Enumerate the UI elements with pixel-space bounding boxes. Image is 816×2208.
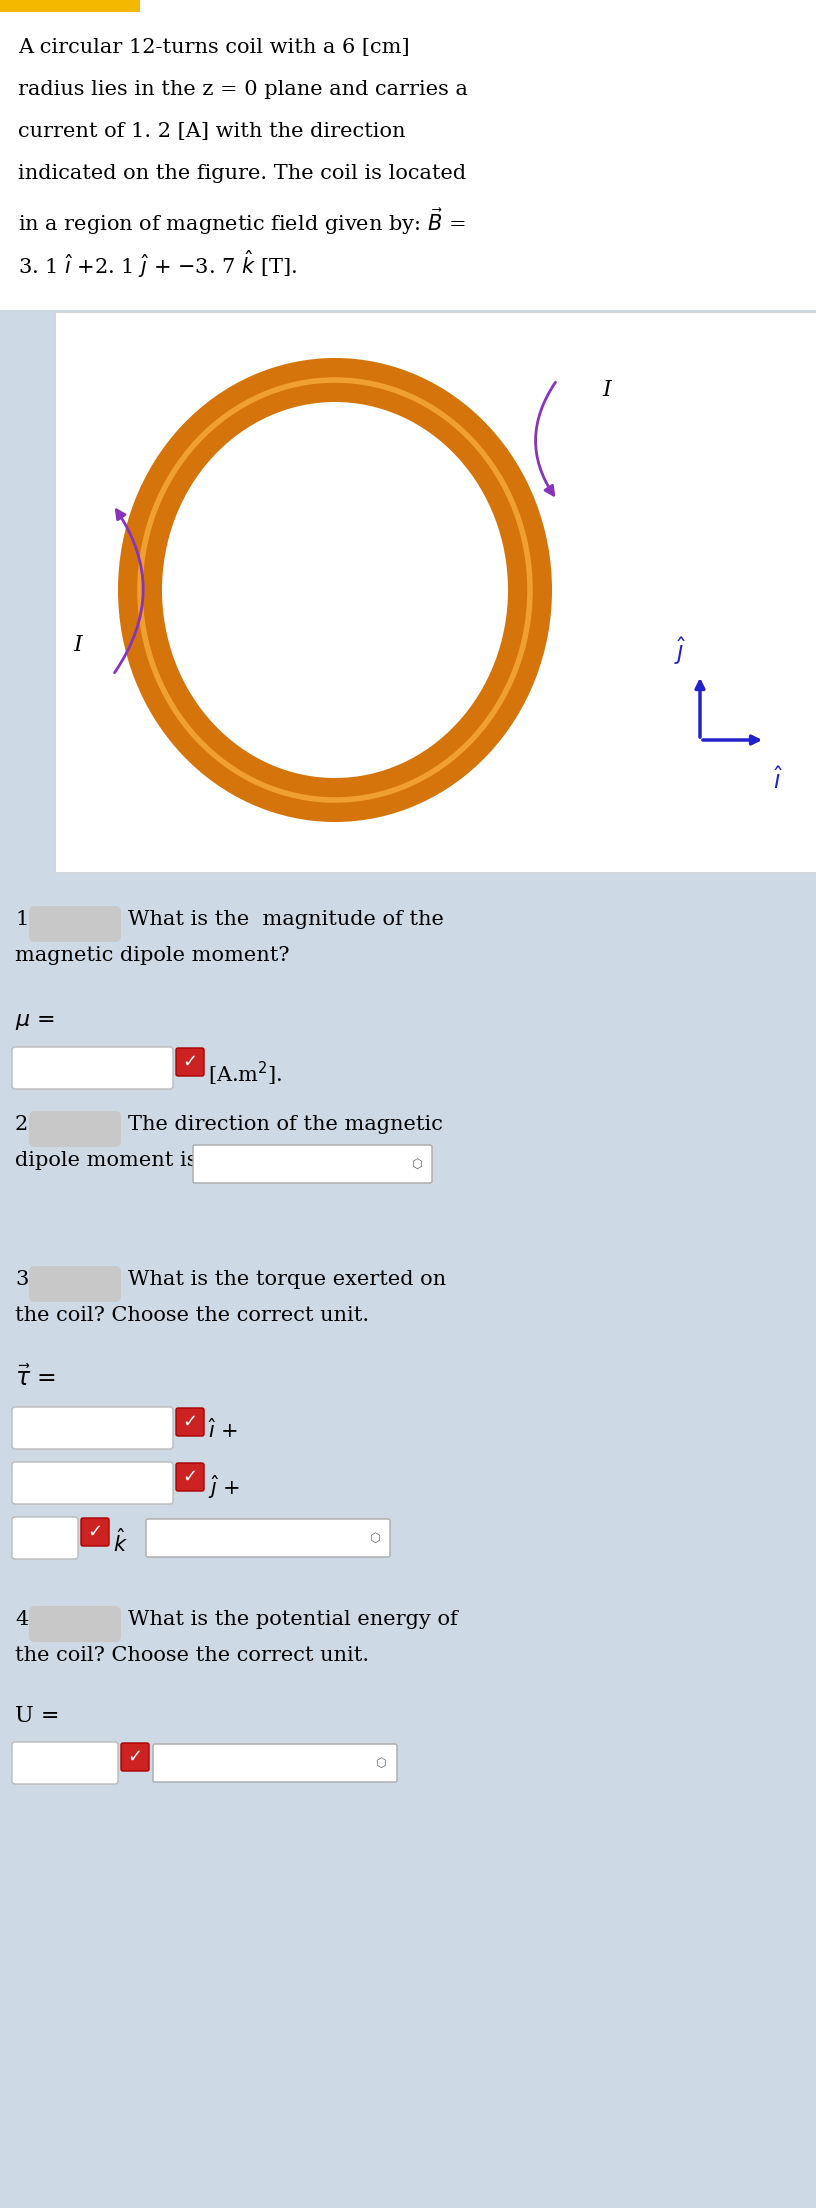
FancyBboxPatch shape [12,1742,118,1784]
FancyBboxPatch shape [29,1605,121,1643]
FancyBboxPatch shape [81,1519,109,1546]
FancyBboxPatch shape [176,1464,204,1490]
Text: What is the torque exerted on: What is the torque exerted on [128,1270,446,1289]
Text: $\hat{\imath}$ +: $\hat{\imath}$ + [208,1418,237,1442]
Text: The direction of the magnetic: The direction of the magnetic [128,1115,443,1135]
FancyBboxPatch shape [29,1265,121,1303]
Text: $\hat{\jmath}$: $\hat{\jmath}$ [674,636,686,667]
Ellipse shape [118,358,552,821]
FancyBboxPatch shape [12,1406,173,1448]
FancyBboxPatch shape [121,1742,149,1771]
FancyBboxPatch shape [12,1517,78,1559]
Text: ✓: ✓ [183,1468,197,1486]
Text: [A.m$^2$].: [A.m$^2$]. [208,1060,282,1089]
Text: $\vec{\tau}$ =: $\vec{\tau}$ = [15,1365,56,1391]
Text: $\hat{\imath}$: $\hat{\imath}$ [773,768,783,795]
Text: A circular 12-turns coil with a 6 [cm]: A circular 12-turns coil with a 6 [cm] [18,38,410,57]
FancyBboxPatch shape [0,0,140,11]
Text: magnetic dipole moment?: magnetic dipole moment? [15,945,290,965]
Text: in a region of magnetic field given by: $\vec{B}$ =: in a region of magnetic field given by: … [18,205,465,236]
Text: ✓: ✓ [127,1749,143,1766]
Text: ⬡: ⬡ [369,1532,379,1546]
FancyBboxPatch shape [12,1462,173,1504]
Text: ✓: ✓ [183,1413,197,1431]
Text: 2.: 2. [15,1115,35,1135]
Text: ⬡: ⬡ [375,1758,387,1769]
FancyBboxPatch shape [29,905,121,943]
FancyBboxPatch shape [146,1519,390,1557]
FancyBboxPatch shape [153,1744,397,1782]
Text: 1.: 1. [15,910,35,930]
Text: ⬡: ⬡ [410,1157,421,1170]
Text: $\hat{\jmath}$ +: $\hat{\jmath}$ + [208,1473,240,1501]
FancyBboxPatch shape [55,311,816,872]
Text: 4.: 4. [15,1610,35,1630]
FancyBboxPatch shape [0,0,816,309]
Text: the coil? Choose the correct unit.: the coil? Choose the correct unit. [15,1305,369,1325]
FancyBboxPatch shape [176,1049,204,1075]
Text: I: I [603,380,611,402]
FancyBboxPatch shape [193,1146,432,1183]
Text: current of 1. 2 [A] with the direction: current of 1. 2 [A] with the direction [18,121,406,141]
Text: U =: U = [15,1705,60,1727]
Text: radius lies in the z = 0 plane and carries a: radius lies in the z = 0 plane and carri… [18,79,468,99]
FancyBboxPatch shape [29,1111,121,1146]
Text: 3. 1 $\hat{\imath}$ +2. 1 $\hat{\jmath}$ + $-$3. 7 $\hat{k}$ [T].: 3. 1 $\hat{\imath}$ +2. 1 $\hat{\jmath}$… [18,247,297,280]
Text: ✓: ✓ [87,1524,103,1541]
Text: What is the potential energy of: What is the potential energy of [128,1610,458,1630]
Text: $\mu$ =: $\mu$ = [15,1009,55,1031]
FancyBboxPatch shape [176,1409,204,1435]
Text: What is the  magnitude of the: What is the magnitude of the [128,910,444,930]
FancyBboxPatch shape [12,1047,173,1089]
Text: ✓: ✓ [183,1053,197,1071]
Ellipse shape [162,402,508,777]
Text: $\hat{k}$: $\hat{k}$ [113,1528,128,1557]
Text: dipole moment is:: dipole moment is: [15,1150,205,1170]
Text: 3.: 3. [15,1270,35,1289]
Text: indicated on the figure. The coil is located: indicated on the figure. The coil is loc… [18,163,466,183]
Text: the coil? Choose the correct unit.: the coil? Choose the correct unit. [15,1645,369,1665]
Text: I: I [73,634,82,656]
